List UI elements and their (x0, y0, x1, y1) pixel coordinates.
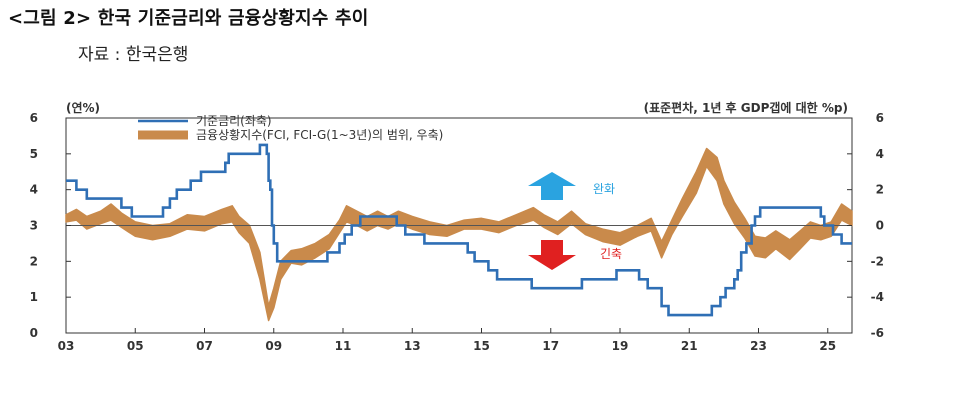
left-axis-tick-label: 0 (30, 326, 38, 340)
x-axis-tick-label: 23 (750, 339, 767, 353)
legend-label-fci: 금융상황지수(FCI, FCI-G(1~3년)의 범위, 우축) (196, 128, 443, 142)
policy-rate-layer (66, 143, 852, 317)
figure-title: <그림 2> 한국 기준금리와 금융상황지수 추이 (8, 8, 369, 29)
right-axis-tick-label: -4 (871, 290, 884, 304)
left-axis-tick-label: 6 (30, 111, 38, 125)
right-axis-tick-label: -6 (871, 326, 884, 340)
right-axis-tick-label: 0 (876, 219, 884, 233)
x-axis-tick-label: 07 (196, 339, 213, 353)
legend: 기준금리(좌축) 금융상황지수(FCI, FCI-G(1~3년)의 범위, 우축… (138, 114, 443, 142)
right-axis-tick-label: 2 (876, 183, 884, 197)
tightening-annotation: 긴축 (528, 240, 622, 270)
x-axis-tick-label: 03 (58, 339, 75, 353)
policy-rate-line (66, 143, 852, 317)
legend-label-policy-rate: 기준금리(좌축) (196, 114, 272, 128)
left-axis-tick-label: 1 (30, 290, 38, 304)
x-axis-tick-label: 09 (265, 339, 282, 353)
tightening-label: 긴축 (600, 247, 622, 261)
x-axis-tick-label: 19 (612, 339, 629, 353)
left-axis-tick-label: 4 (30, 183, 38, 197)
left-axis-unit-label: (연%) (66, 100, 100, 115)
right-axis-tick-label: 6 (876, 111, 884, 125)
x-axis-tick-label: 21 (681, 339, 698, 353)
x-axis-tick-label: 17 (542, 339, 559, 353)
left-axis-tick-label: 3 (30, 219, 38, 233)
x-axis-tick-label: 13 (404, 339, 421, 353)
right-axis-tick-label: -2 (871, 254, 884, 268)
left-axis-tick-label: 2 (30, 254, 38, 268)
x-axis-tick-label: 25 (819, 339, 836, 353)
left-axis-tick-label: 5 (30, 147, 38, 161)
x-axis-tick-label: 15 (473, 339, 490, 353)
easing-label: 완화 (593, 182, 615, 196)
easing-arrow-icon (528, 172, 576, 200)
right-axis-tick-label: 4 (876, 147, 884, 161)
right-axis-unit-label: (표준편차, 1년 후 GDP갭에 대한 %p) (644, 100, 848, 115)
easing-annotation: 완화 (528, 172, 615, 200)
x-axis-tick-label: 11 (335, 339, 352, 353)
x-axis-tick-label: 05 (127, 339, 144, 353)
figure-source: 자료 : 한국은행 (78, 45, 189, 65)
tightening-arrow-icon (528, 240, 576, 270)
